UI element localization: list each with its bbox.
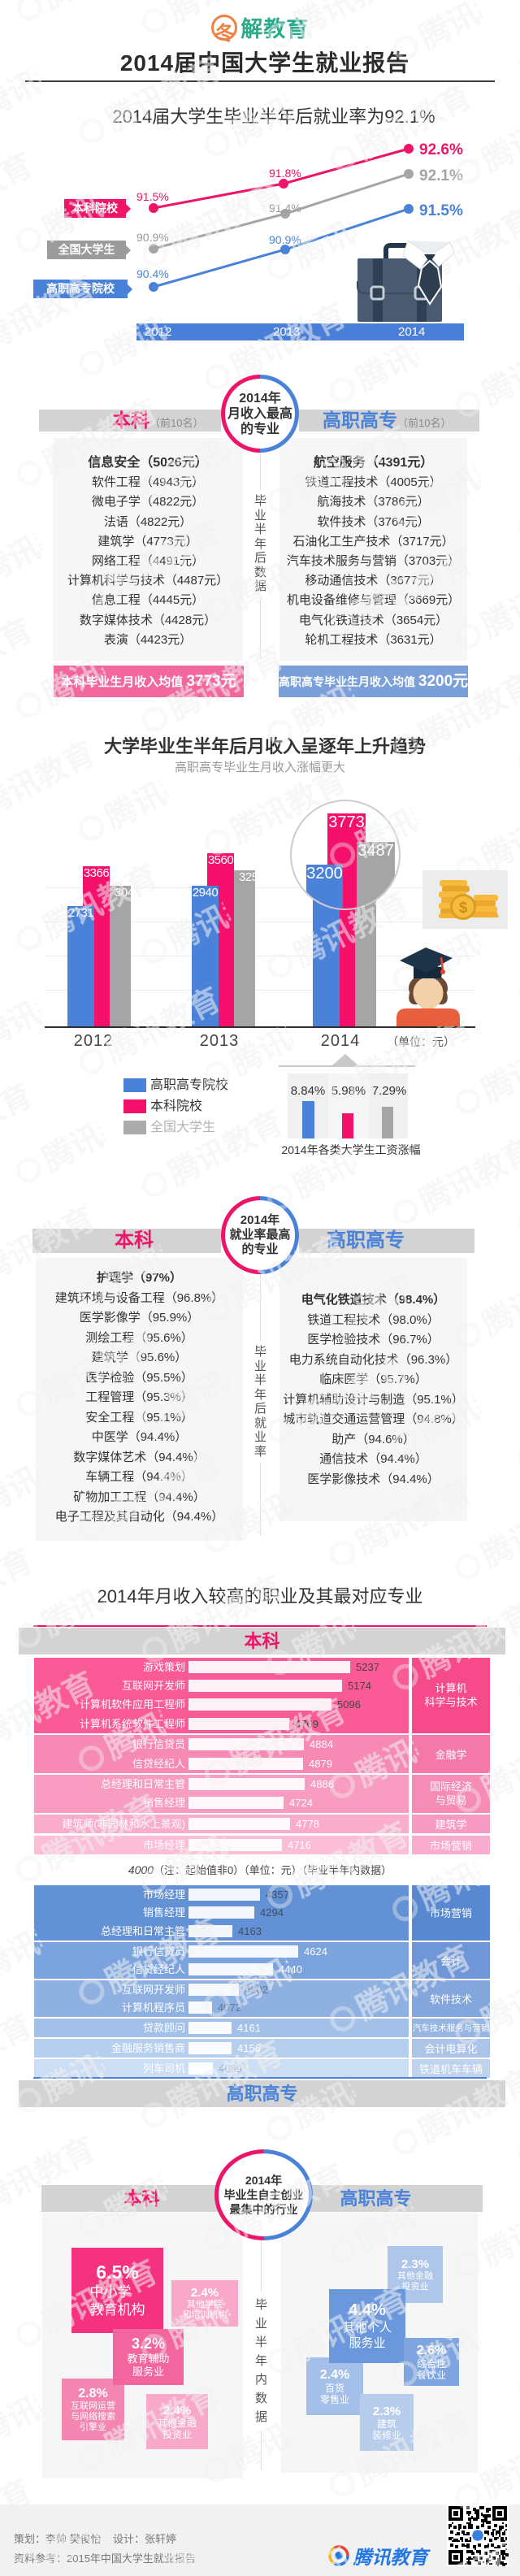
svg-text:90.9%: 90.9% [269,233,301,246]
svg-text:91.5%: 91.5% [136,190,169,203]
svg-text:91.4%: 91.4% [269,202,301,215]
svg-text:90.9%: 90.9% [136,231,169,244]
svg-text:91.8%: 91.8% [269,167,301,180]
svg-text:90.4%: 90.4% [136,267,169,280]
svg-text:$: $ [459,900,468,917]
svg-text:92.1%: 92.1% [419,167,463,184]
svg-text:91.5%: 91.5% [419,202,463,219]
svg-text:92.6%: 92.6% [419,141,463,158]
